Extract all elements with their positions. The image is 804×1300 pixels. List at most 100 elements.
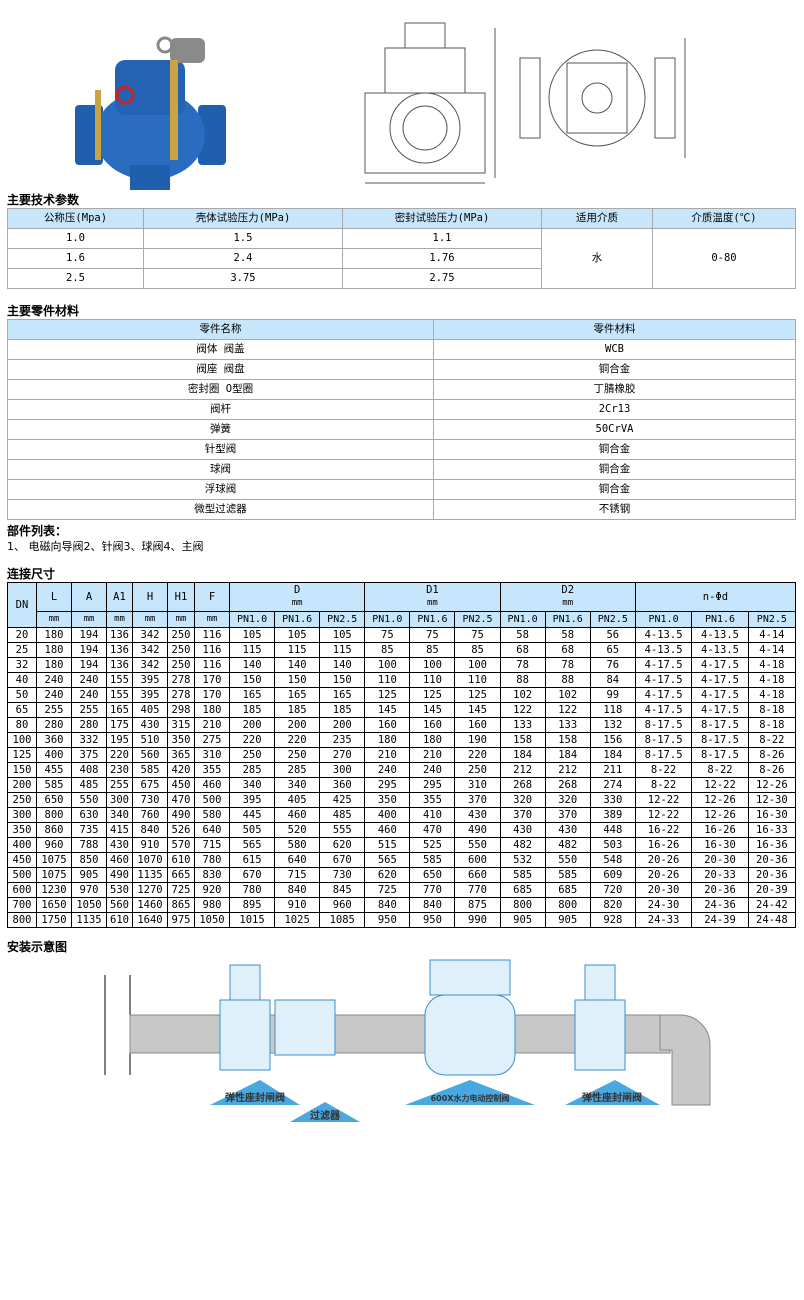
cell: 585 [499,867,546,883]
cell: 960 [319,897,366,913]
pn-label: PN1.6 [274,611,321,628]
cell: 105 [228,627,276,643]
cell: 1135 [71,912,107,928]
th: F [194,582,230,612]
cell: 8-26 [747,762,797,778]
cell: 650 [36,792,72,808]
cell: 68 [499,642,546,658]
cell: 8-22 [747,732,797,748]
cell: 24-33 [634,912,693,928]
cell: 525 [409,837,456,853]
cell: 430 [454,807,501,823]
cell: 360 [36,732,72,748]
cell: 800 [36,807,72,823]
cell: 78 [499,657,546,673]
cell: 155 [106,672,133,688]
cell: 460 [106,852,133,868]
th: A [71,582,107,612]
cell: 1650 [36,897,72,913]
cell: 860 [36,822,72,838]
cell: 268 [499,777,546,793]
table-row: 微型过滤器 不锈钢 [7,499,796,520]
cell: 100 [7,732,37,748]
table-row: 密封圈 O型圈 丁腈橡胶 [7,379,796,400]
pn-label: PN1.6 [691,611,749,628]
cell: 16-30 [691,837,749,853]
cell: 950 [364,912,411,928]
cell: 585 [544,867,591,883]
cell: 1.1 [342,228,542,249]
cell: 76 [589,657,636,673]
cell: 12-30 [747,792,797,808]
cell: 370 [544,807,591,823]
cell: 320 [544,792,591,808]
cell: 620 [364,867,411,883]
cell: 12-22 [691,777,749,793]
cell: 460 [364,822,411,838]
part-list-text: 1、 电磁向导阀2、针阀3、球阀4、主阀 [7,540,204,553]
cell: 280 [71,717,107,733]
cell: 905 [71,867,107,883]
cell: 445 [228,807,276,823]
cell: 185 [319,702,366,718]
cell: 85 [364,642,411,658]
cell: 1075 [36,867,72,883]
cell: 460 [274,807,321,823]
cell: 980 [194,897,230,913]
cell: 526 [167,822,195,838]
cell: 240 [409,762,456,778]
cell: 360 [319,777,366,793]
cell: 905 [544,912,591,928]
cell: 78 [544,657,591,673]
cell: 16-26 [691,822,749,838]
cell: 阀座 阀盘 [7,359,434,380]
cell: 670 [319,852,366,868]
pn-label: PN2.5 [454,611,501,628]
cell: 490 [106,867,133,883]
cell: 520 [274,822,321,838]
cell: 194 [71,657,107,673]
label-filter: 过滤器 [310,1109,341,1122]
cell: 阀杆 [7,399,434,420]
cell: 470 [167,792,195,808]
cell: 125 [364,687,411,703]
pn-label: PN1.6 [544,611,591,628]
cell: 565 [364,852,411,868]
cell: 342 [132,627,168,643]
cell: 220 [274,732,321,748]
cell: 250 [454,762,501,778]
cell: 194 [71,642,107,658]
cell: 1460 [132,897,168,913]
cell: 8-18 [747,717,797,733]
cell: 555 [319,822,366,838]
cell: 950 [409,912,456,928]
cell: 310 [194,747,230,763]
cell: 715 [274,867,321,883]
cell: 1075 [36,852,72,868]
table-row: 100 360 332 195 510 350 275 220 220 235 180 180 190 1… [7,732,797,748]
table-row: 20 180 194 136 342 250 116 105 105 105 75 75 75 58 58 5… [7,627,797,643]
medium-cell: 水 [541,228,653,289]
cell: 342 [132,657,168,673]
cell: 295 [364,777,411,793]
cell: 110 [409,672,456,688]
cell: 20-26 [634,867,693,883]
cell: 315 [167,717,195,733]
cell: 355 [409,792,456,808]
cell: 铜合金 [433,439,796,460]
cell: 490 [454,822,501,838]
cell: 4-13.5 [634,642,693,658]
cell: 610 [167,852,195,868]
table-row: 600 1230 970 530 1270 725 920 780 840 845 725 770 77… [7,882,797,898]
cell: 12-22 [634,792,693,808]
cell: 510 [132,732,168,748]
cell: 389 [589,807,636,823]
cell: 194 [71,627,107,643]
cell: 16-22 [634,822,693,838]
cell: 1.0 [7,228,144,249]
cell: 730 [319,867,366,883]
cell: 4-17.5 [691,672,749,688]
cell: 211 [589,762,636,778]
cell: 240 [71,687,107,703]
technical-drawing [364,22,686,184]
